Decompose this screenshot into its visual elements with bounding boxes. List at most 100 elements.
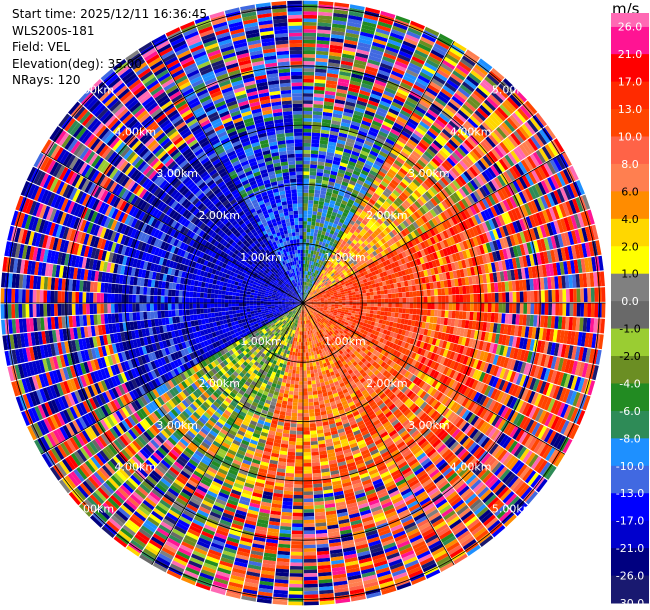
range-gate (520, 486, 533, 500)
range-gate (367, 220, 375, 227)
range-gate (469, 357, 476, 368)
range-gate (404, 268, 410, 275)
range-gate (329, 311, 334, 315)
range-gate (520, 159, 531, 173)
range-gate (463, 386, 472, 397)
range-gate (477, 303, 481, 312)
range-gate (318, 293, 323, 296)
range-gate (429, 388, 438, 397)
range-gate (371, 120, 382, 128)
range-gate (312, 280, 316, 285)
range-gate (342, 115, 353, 121)
range-gate (327, 305, 332, 308)
range-gate (427, 84, 440, 94)
range-gate (368, 130, 378, 137)
range-gate (324, 288, 329, 292)
range-gate (366, 254, 372, 261)
range-gate (580, 211, 588, 227)
range-gate (438, 273, 444, 281)
range-gate (462, 240, 469, 250)
range-gate (306, 303, 311, 305)
range-gate (374, 221, 381, 228)
range-gate (318, 201, 325, 206)
range-gate (386, 269, 391, 276)
range-gate (458, 251, 465, 261)
range-gate (374, 340, 380, 346)
range-gate (455, 131, 466, 142)
range-gate (320, 269, 325, 274)
range-gate (303, 182, 309, 186)
range-gate (484, 331, 490, 342)
range-gate (342, 196, 349, 203)
range-gate (309, 412, 315, 417)
range-gate (570, 331, 576, 345)
range-gate (480, 141, 491, 153)
range-gate (325, 311, 330, 315)
range-gate (387, 374, 395, 382)
range-gate (438, 33, 454, 44)
range-gate (450, 334, 457, 343)
range-gate (333, 293, 338, 297)
range-gate (372, 214, 379, 221)
range-gate (318, 11, 333, 17)
range-gate (479, 407, 488, 419)
range-gate (564, 232, 571, 246)
range-gate (565, 389, 574, 405)
range-gate (561, 316, 566, 330)
range-gate (363, 360, 370, 366)
range-gate (382, 120, 393, 129)
range-gate (415, 314, 420, 321)
range-gate (331, 167, 339, 173)
range-gate (428, 275, 433, 283)
range-gate (422, 342, 429, 350)
range-gate (406, 225, 414, 233)
range-gate (472, 112, 484, 124)
range-gate (434, 295, 439, 303)
range-gate (537, 197, 546, 211)
range-gate (564, 359, 571, 373)
range-gate (345, 338, 351, 344)
range-gate (348, 320, 353, 325)
range-gate (560, 420, 570, 435)
range-gate (421, 382, 429, 391)
range-gate (436, 152, 446, 162)
range-gate (411, 332, 417, 339)
range-gate (494, 416, 504, 429)
range-gate (362, 166, 371, 173)
range-gate (369, 313, 374, 318)
range-gate (379, 100, 391, 108)
range-gate (435, 137, 446, 147)
range-gate (379, 315, 384, 320)
range-gate (305, 298, 309, 301)
range-gate (366, 249, 372, 255)
range-gate (309, 291, 312, 295)
range-gate (376, 24, 392, 32)
range-gate (395, 277, 401, 283)
range-gate (499, 345, 505, 356)
range-gate (353, 285, 358, 289)
range-gate (379, 206, 386, 213)
range-gate (376, 208, 384, 216)
range-gate (374, 211, 382, 219)
range-gate (401, 385, 409, 394)
range-gate (459, 232, 466, 242)
range-gate (441, 200, 449, 210)
range-gate (457, 319, 463, 328)
range-gate (306, 235, 310, 240)
range-gate (465, 285, 470, 294)
range-gate (404, 100, 417, 109)
range-gate (490, 312, 495, 323)
range-gate (590, 303, 595, 318)
range-gate (309, 182, 316, 187)
range-gate (413, 211, 421, 219)
range-gate (303, 292, 305, 296)
range-gate (399, 264, 405, 271)
range-gate (392, 176, 402, 184)
range-gate (485, 136, 496, 148)
range-gate (587, 209, 595, 225)
range-gate (374, 202, 382, 209)
range-gate (543, 341, 549, 354)
range-gate (303, 61, 315, 65)
range-gate (496, 271, 502, 282)
range-gate (435, 324, 441, 332)
